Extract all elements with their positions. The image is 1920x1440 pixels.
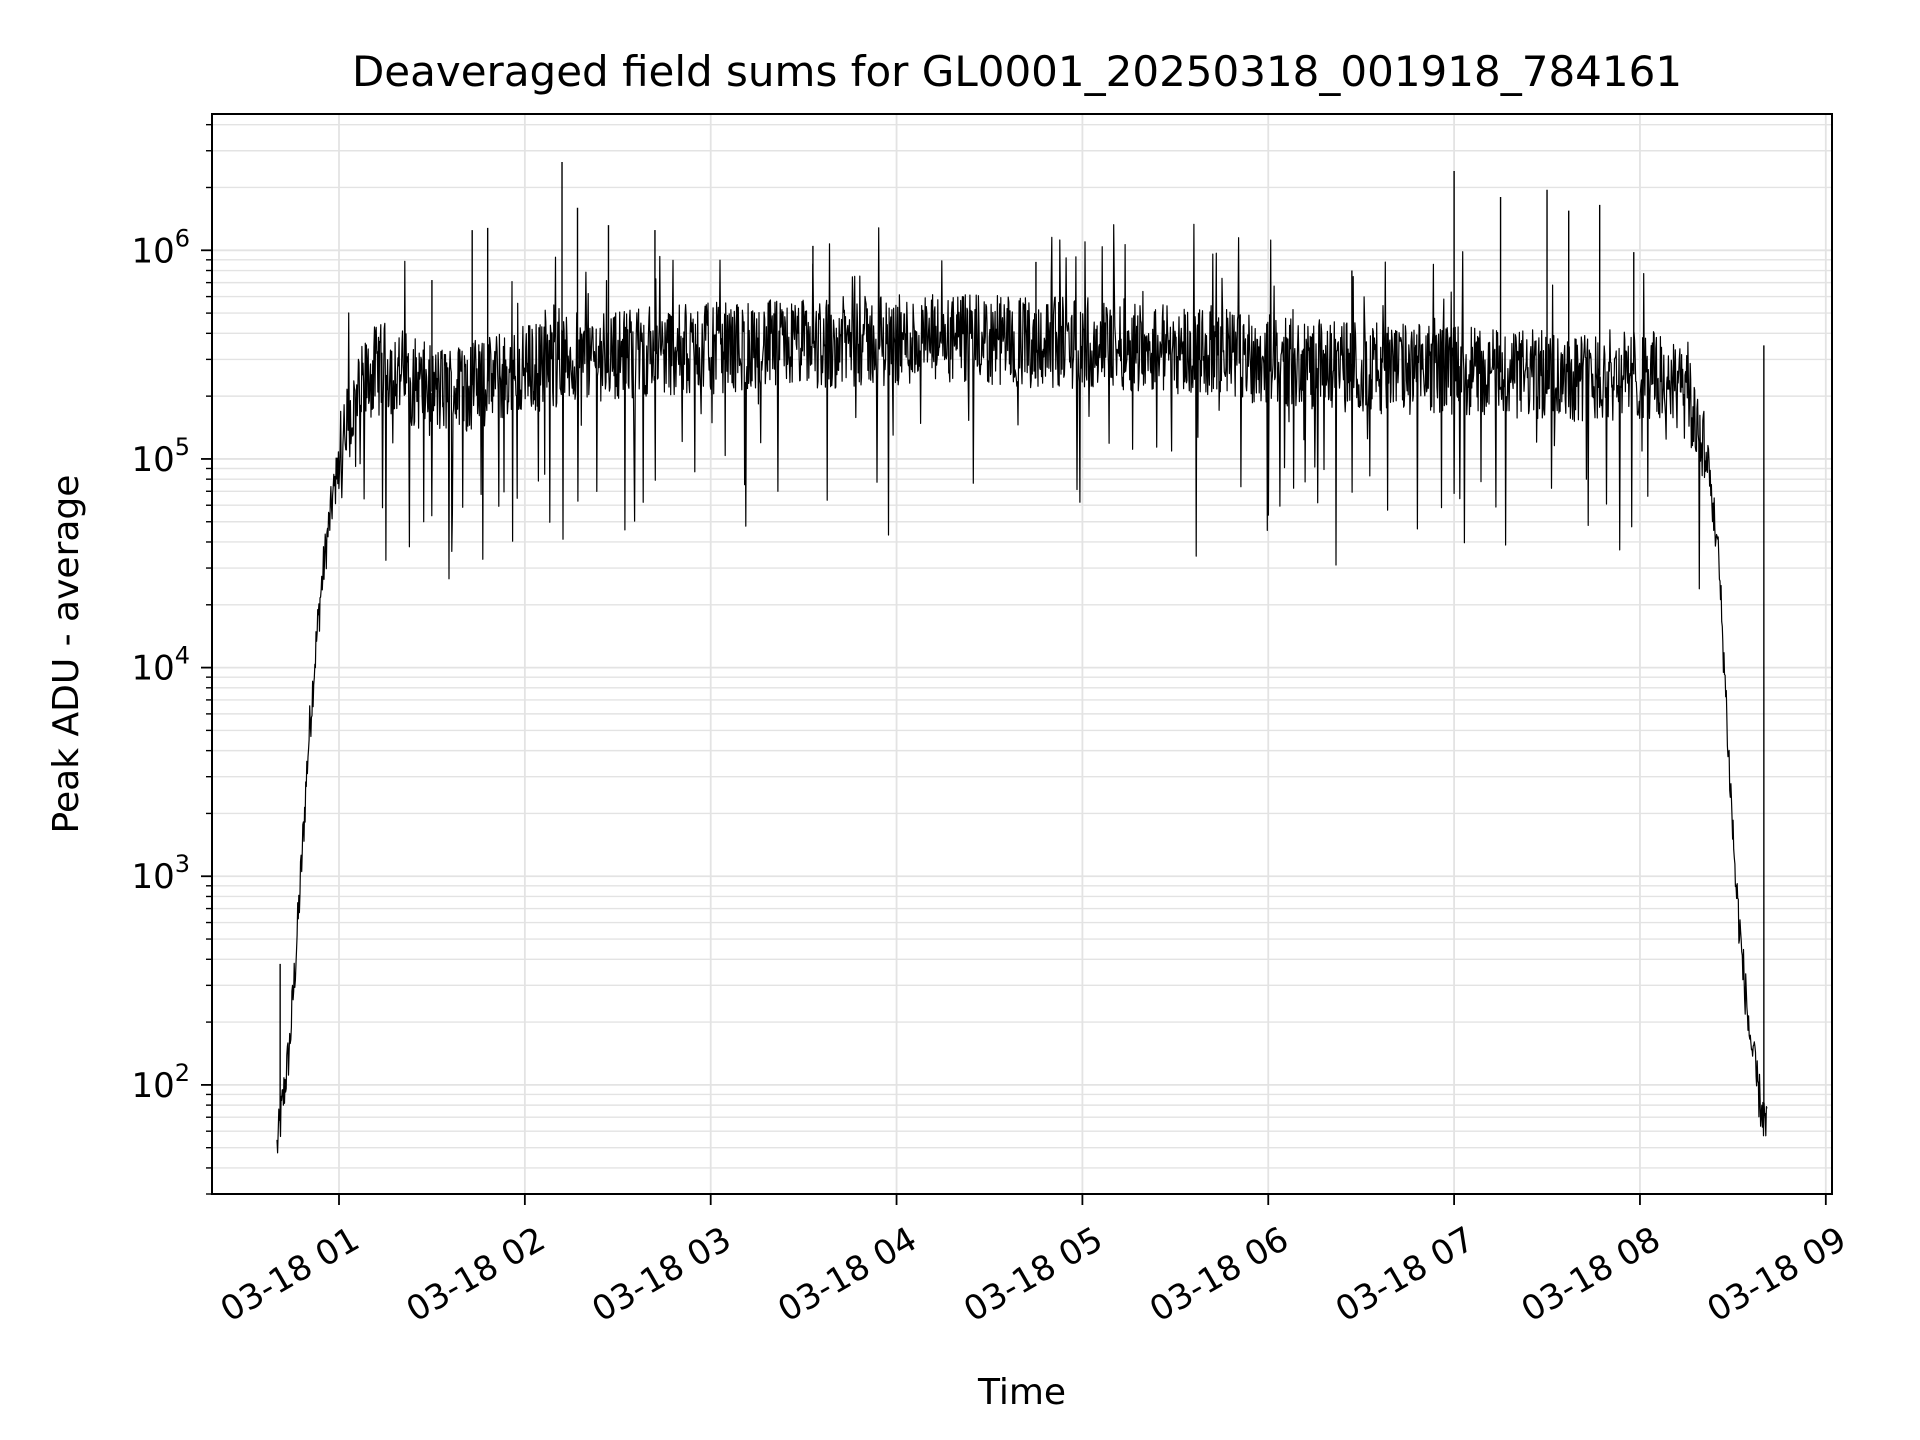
y-tick-label: 103 <box>131 850 190 897</box>
y-tick-label: 102 <box>131 1059 190 1106</box>
series-line <box>276 223 1768 1154</box>
x-axis-label: Time <box>977 1372 1066 1413</box>
y-axis-label: Peak ADU - average <box>46 475 87 834</box>
grid-layer <box>212 114 1832 1195</box>
y-tick-label: 106 <box>131 224 190 271</box>
plot-frame <box>211 113 1833 1195</box>
y-tick-label: 105 <box>131 433 190 480</box>
data-layer <box>276 161 1768 1154</box>
y-tick-label: 104 <box>131 642 190 689</box>
chart-title: Deaveraged field sums for GL0001_2025031… <box>352 47 1682 96</box>
